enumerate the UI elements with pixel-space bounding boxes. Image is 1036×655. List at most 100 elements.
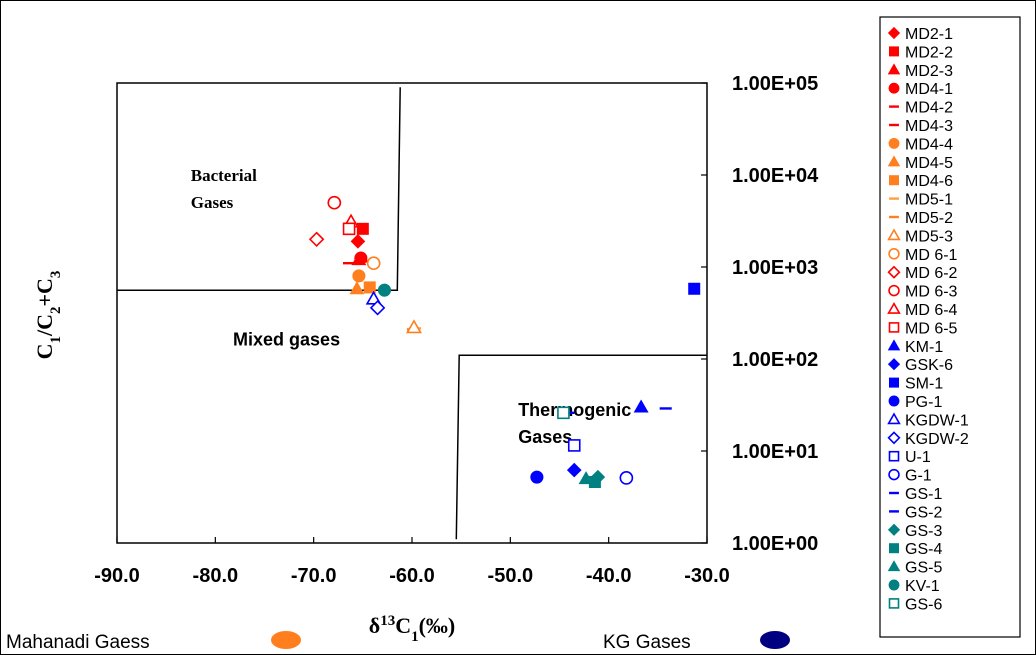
x-tick-label: -50.0 — [488, 565, 534, 587]
legend-marker — [887, 339, 901, 351]
legend-item-md4-1: MD4-1 — [888, 81, 953, 98]
point-kv-1-0 — [377, 283, 392, 297]
legend-item-gs-2: GS-2 — [889, 504, 942, 521]
point-md6-5-0 — [342, 222, 356, 236]
x-tick-label: -30.0 — [684, 565, 730, 587]
point-md4-5-0 — [349, 281, 365, 295]
legend-marker — [888, 137, 900, 149]
legend-marker — [888, 395, 900, 407]
x-tick-label: -40.0 — [586, 565, 632, 587]
legend-item-md4-3: MD4-3 — [889, 118, 953, 135]
legend-label: KV-1 — [905, 578, 940, 595]
legend-label: MD4-4 — [905, 136, 953, 153]
legend-marker — [887, 155, 901, 167]
legend-label: MD 6-5 — [905, 320, 958, 337]
legend-item-sm-1: SM-1 — [889, 376, 943, 393]
y-tick-label: 1.00E+01 — [732, 441, 818, 463]
point-md5-3-0 — [405, 319, 422, 334]
legend-marker — [887, 431, 901, 445]
legend-item-md5-2: MD5-2 — [889, 210, 953, 227]
legend-marker — [888, 322, 900, 333]
region-mixed-label: Mixed gases — [233, 330, 340, 350]
y-tick-label: 1.00E+04 — [732, 165, 819, 187]
x-axis-title: δ13C1(‰) — [369, 613, 455, 645]
legend-item-gs-3: GS-3 — [887, 523, 942, 540]
legend-label: MD2-3 — [905, 63, 953, 80]
point-gsk-6-0 — [566, 462, 582, 478]
legend-label: KGDW-1 — [905, 412, 969, 429]
legend-label: MD 6-2 — [905, 265, 958, 282]
legend-label: GS-6 — [905, 596, 942, 613]
legend-item-kgdw-1: KGDW-1 — [887, 412, 969, 429]
legend-label: SM-1 — [905, 376, 943, 393]
x-tick-label: -80.0 — [193, 565, 239, 587]
point-md6-3-0 — [327, 195, 342, 210]
legend-label: PG-1 — [905, 394, 942, 411]
legend-item-md2-2: MD2-2 — [889, 44, 953, 61]
legend-label: U-1 — [905, 449, 931, 466]
legend-marker — [887, 412, 901, 425]
legend-marker — [887, 523, 901, 536]
region-bacterial-label: Bacterial Gases — [191, 166, 257, 212]
legend-item-km-1: KM-1 — [887, 339, 943, 356]
y-axis-title: C1/C2+C3 — [32, 271, 64, 360]
legend-marker — [887, 358, 901, 371]
group-notes: Mahanadi Gaess KG Gases — [6, 631, 790, 653]
legend-marker — [888, 248, 900, 260]
legend-item-md2-3: MD2-3 — [887, 63, 953, 80]
legend-item-md4-5: MD4-5 — [887, 155, 953, 172]
y-tick-label: 1.00E+00 — [732, 533, 818, 555]
legend-item-g-1: G-1 — [888, 468, 932, 485]
x-tick-label: -70.0 — [291, 565, 337, 587]
legend-marker — [889, 175, 899, 186]
legend-label: MD5-3 — [905, 228, 953, 245]
legend-label: KGDW-2 — [905, 431, 969, 448]
legend-label: MD4-3 — [905, 118, 953, 135]
y-tick-label: 1.00E+05 — [732, 73, 818, 95]
group-note-2: KG Gases — [603, 631, 790, 653]
legend-item-pg-1: PG-1 — [888, 394, 942, 411]
legend-marker — [888, 598, 900, 609]
legend-label: MD 6-3 — [905, 284, 958, 301]
legend-marker — [889, 377, 899, 388]
legend-marker — [889, 543, 899, 554]
legend-item-md6-3: MD 6-3 — [888, 284, 958, 301]
legend-marker — [887, 63, 901, 75]
point-md4-4-0 — [352, 269, 366, 283]
legend-box — [879, 16, 1021, 638]
y-tick-label: 1.00E+02 — [732, 349, 818, 371]
legend-label: MD2-2 — [905, 44, 953, 61]
legend-label: GS-5 — [905, 560, 942, 577]
legend-label: MD5-1 — [905, 192, 953, 209]
point-kgdw-2-0 — [369, 300, 386, 316]
group-note-swatch — [271, 631, 301, 649]
point-sm-1-0 — [688, 282, 701, 295]
legend-label: GSK-6 — [905, 357, 953, 374]
region-thermogenic-label: Thermogenic Gases — [518, 400, 631, 447]
x-tick-label: -60.0 — [389, 565, 435, 587]
legend-item-md6-4: MD 6-4 — [887, 301, 958, 319]
legend-item-md6-1: MD 6-1 — [888, 247, 958, 264]
legend-label: MD4-2 — [905, 100, 953, 117]
region-labels: Bacterial Gases Mixed gases Thermogenic Gase… — [191, 166, 631, 447]
legend-item-gs-6: GS-6 — [888, 596, 942, 613]
legend-label: GS-3 — [905, 523, 942, 540]
group-note-1: Mahanadi Gaess — [6, 631, 301, 653]
x-tick-label: -90.0 — [94, 565, 140, 587]
point-md2-2-0 — [356, 222, 369, 235]
legend-label: MD2-1 — [905, 26, 953, 43]
svg-text:C1/C2+C3: C1/C2+C3 — [32, 271, 64, 360]
legend-marker — [888, 468, 900, 481]
point-gs-5-0 — [578, 471, 594, 485]
legend-label: MD 6-4 — [905, 302, 958, 319]
legend-marker — [888, 284, 900, 297]
legend-item-gsk-6: GSK-6 — [887, 357, 953, 374]
legend-label: MD5-2 — [905, 210, 953, 227]
legend-marker — [888, 450, 900, 462]
legend-label: MD4-1 — [905, 81, 953, 98]
legend-marker — [887, 26, 901, 40]
group-note-swatch — [760, 631, 790, 649]
legend-item-md4-2: MD4-2 — [889, 100, 953, 117]
legend-marker — [889, 46, 899, 57]
